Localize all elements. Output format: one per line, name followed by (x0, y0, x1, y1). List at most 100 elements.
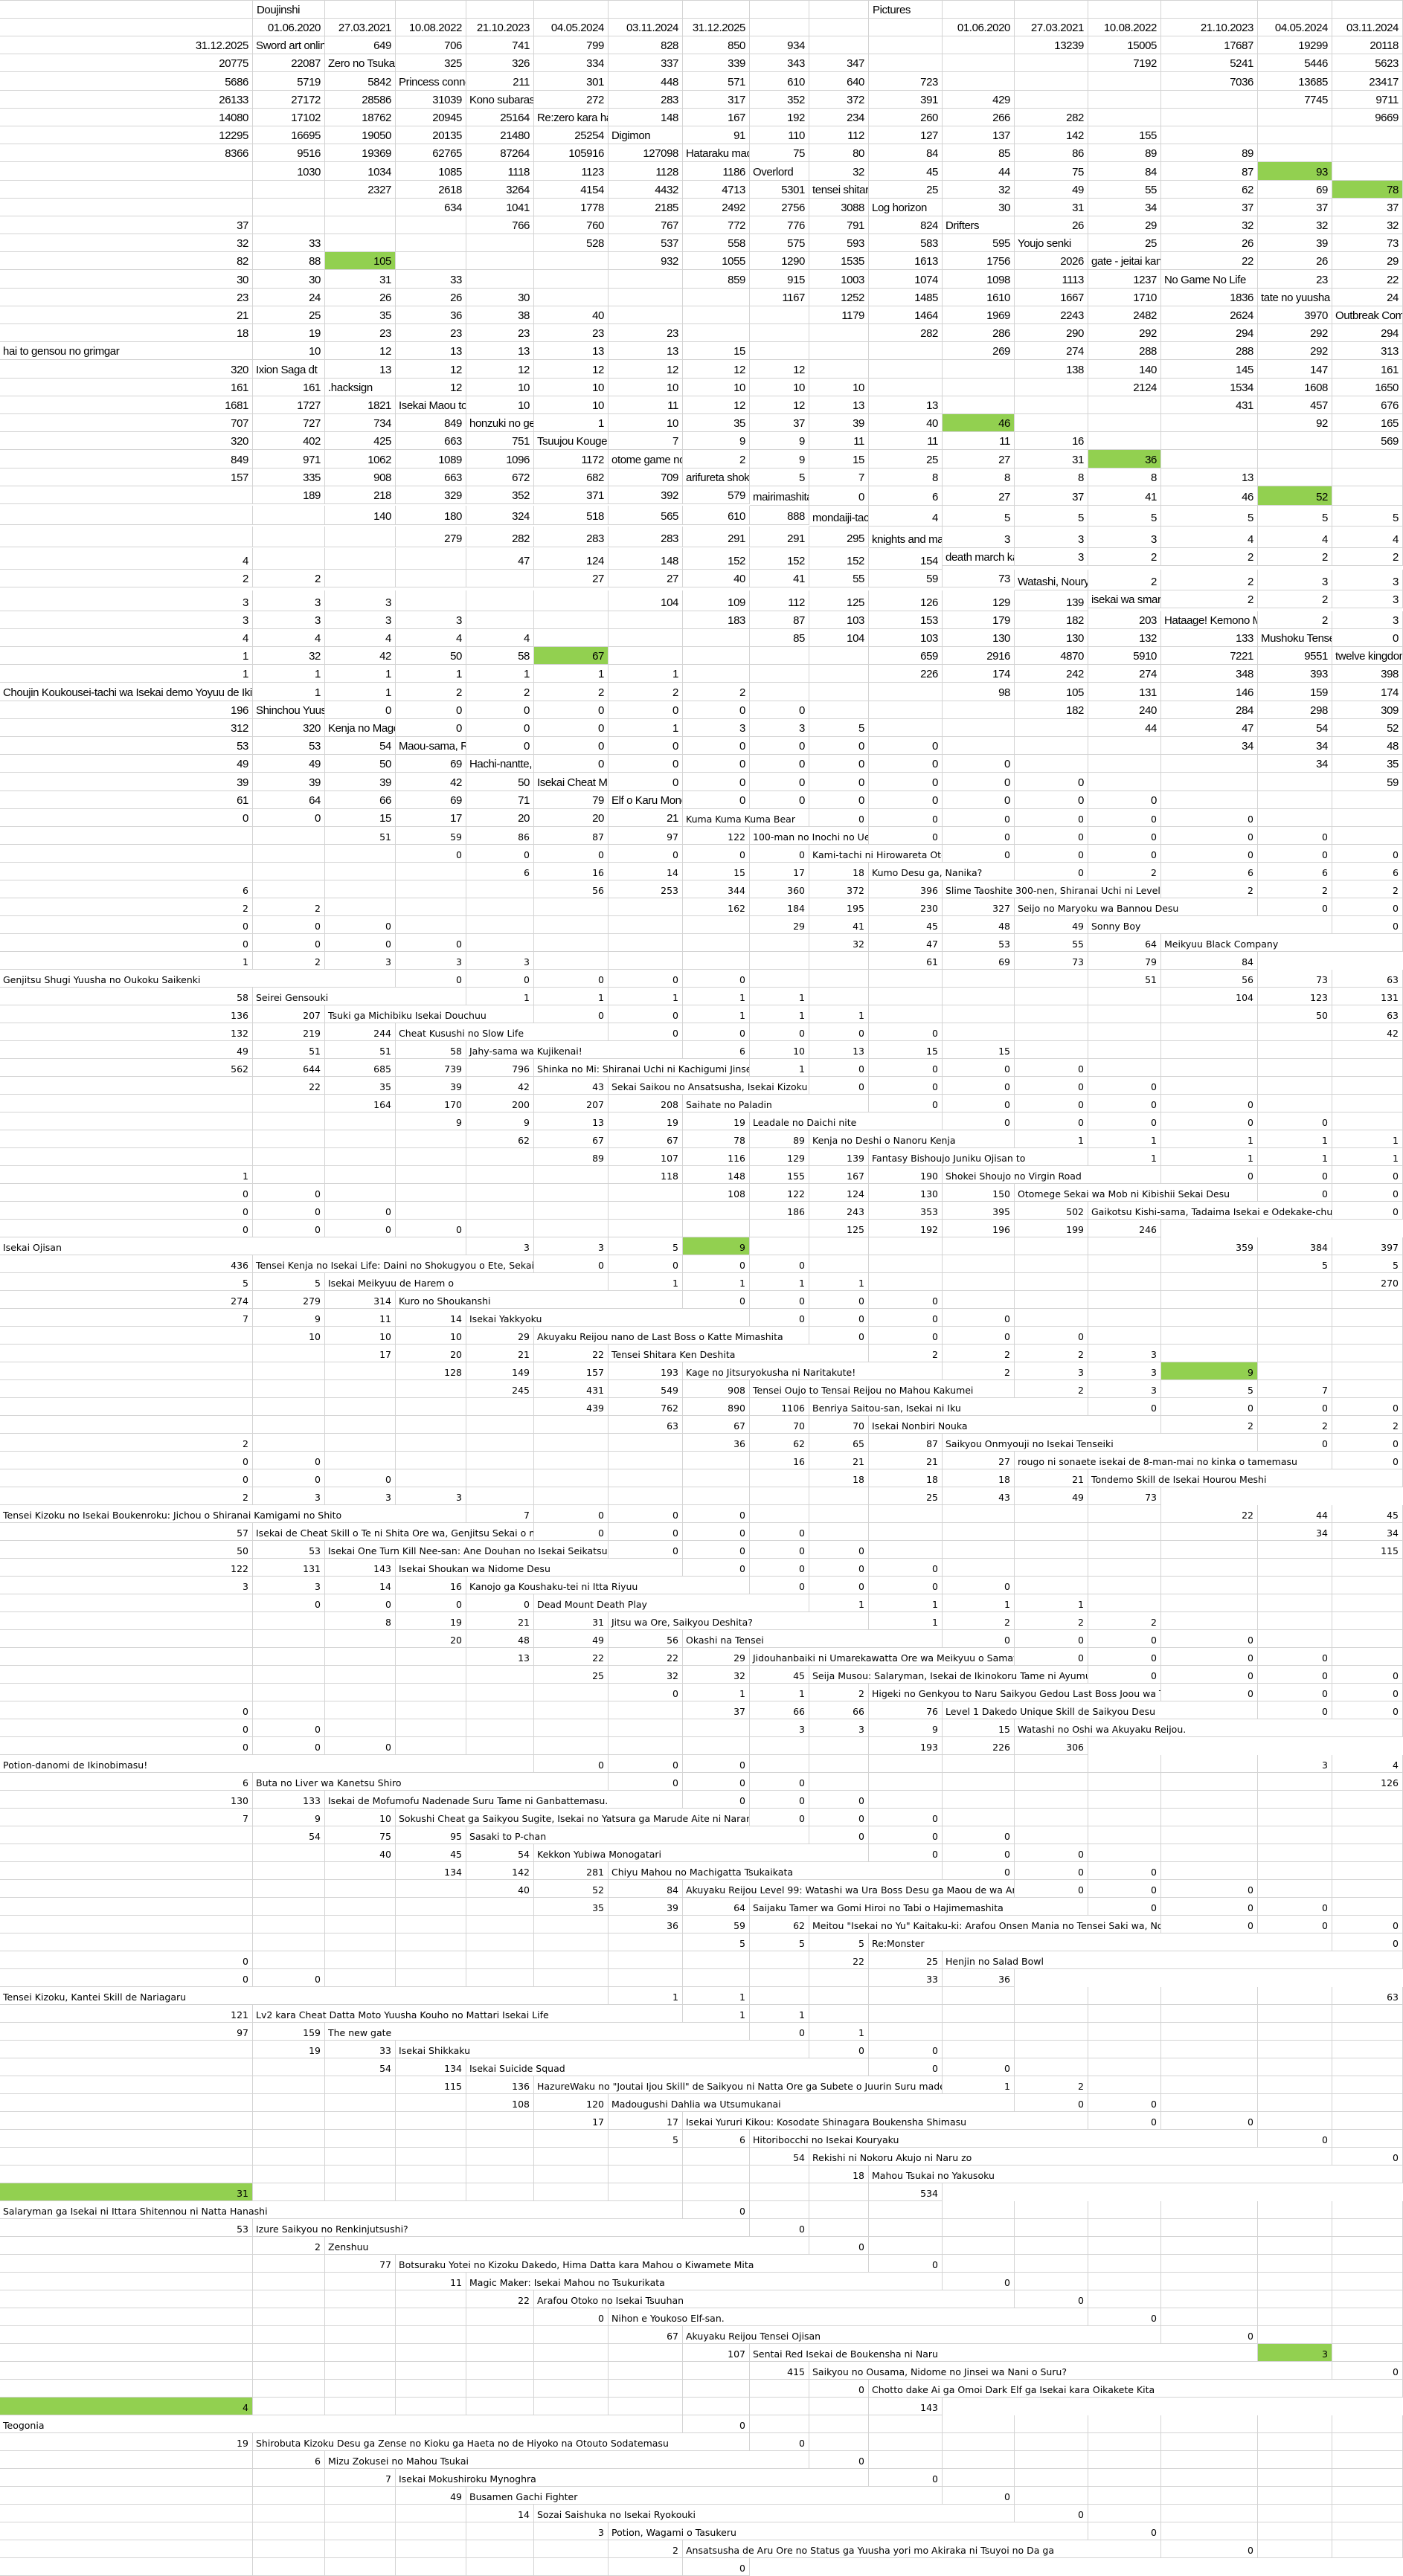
doujinshi-count-cell[interactable]: 1 (943, 2076, 1015, 2094)
empty-cell[interactable] (1332, 2076, 1403, 2094)
empty-cell[interactable] (1088, 1290, 1161, 1309)
doujinshi-count-cell[interactable]: 24 (1332, 288, 1403, 306)
empty-cell[interactable] (683, 2165, 750, 2183)
empty-cell[interactable] (1161, 1594, 1258, 1612)
doujinshi-count-cell[interactable]: 86 (1015, 144, 1088, 163)
empty-cell[interactable] (1258, 1879, 1332, 1898)
doujinshi-count-cell[interactable]: 7 (609, 432, 683, 451)
pictures-count-cell[interactable]: 184 (750, 898, 809, 916)
doujinshi-count-cell[interactable]: 40 (869, 413, 943, 433)
pictures-count-cell[interactable]: 0 (683, 2557, 750, 2576)
empty-cell[interactable] (1258, 2432, 1332, 2451)
doujinshi-count-cell[interactable]: 0 (1015, 844, 1088, 863)
empty-cell[interactable] (534, 951, 609, 970)
pictures-count-cell[interactable]: 64 (1088, 933, 1161, 952)
empty-cell[interactable] (1015, 2432, 1088, 2451)
pictures-count-cell[interactable]: 1 (750, 1683, 809, 1701)
row-label[interactable]: Saikyou no Ousama, Nidome no Jinsei wa N… (809, 2361, 1332, 2380)
pictures-count-cell[interactable]: 727 (253, 413, 325, 433)
doujinshi-count-cell[interactable]: 12 (750, 396, 809, 414)
pictures-count-cell[interactable]: 0 (466, 844, 534, 863)
empty-cell[interactable] (325, 2111, 396, 2130)
pictures-count-cell[interactable]: 8366 (0, 144, 253, 163)
doujinshi-count-cell[interactable]: 0 (943, 1629, 1015, 1648)
pictures-count-cell[interactable]: 16 (396, 1576, 466, 1594)
pictures-count-cell[interactable]: 124 (534, 547, 609, 570)
doujinshi-count-cell[interactable]: 2 (534, 683, 609, 701)
empty-cell[interactable] (325, 2290, 396, 2308)
doujinshi-count-cell[interactable]: 31 (1015, 198, 1088, 216)
empty-cell[interactable] (1161, 1, 1258, 19)
empty-cell[interactable] (1088, 1558, 1161, 1577)
doujinshi-count-cell[interactable]: 23 (396, 324, 466, 343)
pictures-count-cell[interactable]: 17102 (253, 108, 325, 126)
pictures-count-cell[interactable]: 56 (534, 880, 609, 898)
empty-cell[interactable] (809, 342, 869, 361)
empty-cell[interactable] (534, 1683, 609, 1701)
empty-cell[interactable] (253, 2397, 325, 2415)
doujinshi-count-cell[interactable]: 4 (325, 628, 396, 648)
empty-cell[interactable] (534, 611, 609, 629)
doujinshi-count-cell[interactable]: 0 (869, 1576, 943, 1594)
pictures-count-cell[interactable]: 291 (683, 526, 750, 547)
row-label[interactable]: Gaikotsu Kishi-sama, Tadaima Isekai e Od… (1088, 1201, 1332, 1220)
empty-cell[interactable] (1258, 2450, 1332, 2469)
empty-cell[interactable] (1258, 2272, 1332, 2290)
empty-cell[interactable] (683, 288, 750, 306)
pictures-count-cell[interactable]: 51 (253, 1040, 325, 1059)
empty-cell[interactable] (325, 1112, 396, 1130)
empty-cell[interactable] (253, 180, 325, 199)
row-label[interactable]: tate no yuusha no nariagari (1258, 288, 1332, 306)
doujinshi-count-cell[interactable]: 13 (396, 342, 466, 361)
doujinshi-count-cell[interactable]: 67 (534, 647, 609, 666)
empty-cell[interactable] (609, 1951, 683, 1969)
doujinshi-count-cell[interactable]: 3 (683, 718, 750, 737)
empty-cell[interactable] (1161, 2504, 1258, 2522)
pictures-count-cell[interactable]: 3 (750, 1719, 809, 1737)
pictures-count-cell[interactable]: 274 (1015, 342, 1088, 361)
empty-cell[interactable] (943, 987, 1015, 1005)
doujinshi-count-cell[interactable]: 13 (534, 342, 609, 361)
empty-cell[interactable] (809, 1255, 869, 1273)
doujinshi-count-cell[interactable]: 0 (750, 2218, 809, 2237)
pictures-count-cell[interactable]: 0 (750, 844, 809, 863)
doujinshi-count-cell[interactable]: 3 (1015, 547, 1088, 566)
doujinshi-count-cell[interactable]: 934 (750, 36, 809, 55)
doujinshi-count-cell[interactable]: 4 (0, 547, 253, 570)
empty-cell[interactable] (1332, 2022, 1403, 2041)
empty-cell[interactable] (1332, 2200, 1403, 2219)
pictures-count-cell[interactable]: 13685 (1258, 72, 1332, 91)
doujinshi-count-cell[interactable]: 0 (869, 790, 943, 809)
pictures-count-cell[interactable]: 359 (1161, 1237, 1258, 1255)
doujinshi-count-cell[interactable]: 0 (683, 2200, 750, 2219)
empty-cell[interactable] (943, 1023, 1015, 1041)
doujinshi-count-cell[interactable]: 2 (1332, 1415, 1403, 1434)
pictures-count-cell[interactable]: 396 (869, 880, 943, 898)
pictures-count-cell[interactable]: 558 (683, 234, 750, 253)
row-label[interactable]: Sekai Saikou no Ansatsusha, Isekai Kizok… (609, 1076, 809, 1095)
empty-cell[interactable] (609, 1433, 683, 1452)
empty-cell[interactable] (869, 2432, 943, 2451)
pictures-count-cell[interactable]: 1 (683, 1683, 750, 1701)
doujinshi-count-cell[interactable]: 2 (0, 898, 253, 916)
pictures-count-cell[interactable]: 150 (943, 1183, 1015, 1202)
doujinshi-count-cell[interactable]: 37 (1015, 486, 1088, 506)
doujinshi-count-cell[interactable]: 2 (1015, 1379, 1088, 1398)
empty-cell[interactable] (1161, 2415, 1258, 2433)
doujinshi-count-cell[interactable]: 0 (325, 1201, 396, 1220)
empty-cell[interactable] (325, 2397, 396, 2415)
pictures-count-cell[interactable]: 353 (869, 1201, 943, 1220)
pictures-count-cell[interactable]: 5 (1332, 1255, 1403, 1273)
empty-cell[interactable] (466, 2165, 534, 2183)
pictures-count-cell[interactable]: 54 (325, 737, 396, 756)
empty-cell[interactable] (466, 1719, 534, 1737)
doujinshi-count-cell[interactable]: 0 (0, 933, 253, 952)
empty-cell[interactable] (253, 1844, 325, 1862)
pictures-count-cell[interactable]: 59 (683, 1915, 750, 1933)
doujinshi-count-cell[interactable]: 0 (809, 1826, 869, 1844)
pictures-count-cell[interactable]: 29 (466, 1326, 534, 1345)
row-label[interactable]: Isekai Shikkaku (396, 2040, 809, 2058)
empty-cell[interactable] (253, 844, 325, 863)
empty-cell[interactable] (466, 270, 534, 289)
doujinshi-count-cell[interactable]: 0 (1258, 1397, 1332, 1416)
